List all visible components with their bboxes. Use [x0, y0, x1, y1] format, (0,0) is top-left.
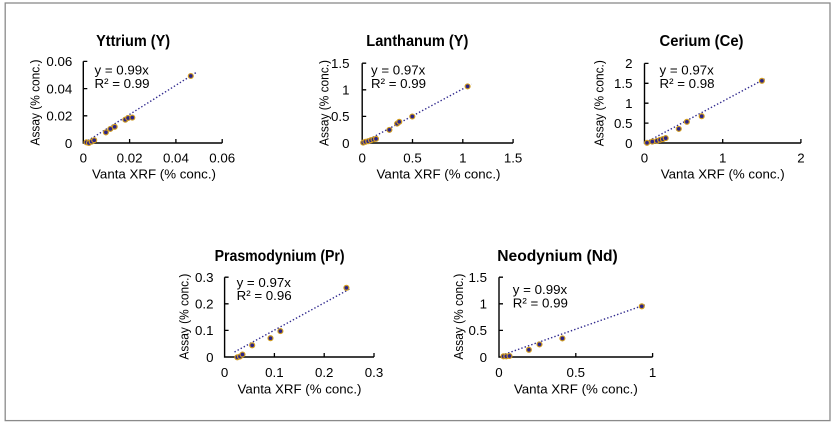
svg-text:Assay (% conc.): Assay (% conc.): [592, 60, 607, 146]
svg-text:2: 2: [797, 150, 804, 165]
svg-text:0: 0: [625, 136, 632, 151]
svg-text:0: 0: [480, 350, 487, 365]
svg-text:0.5: 0.5: [331, 109, 350, 124]
svg-text:R² = 0.99: R² = 0.99: [371, 76, 426, 91]
svg-text:0.06: 0.06: [46, 54, 72, 69]
svg-text:1.5: 1.5: [469, 270, 488, 285]
svg-text:Vanta XRF (% conc.): Vanta XRF (% conc.): [92, 166, 216, 181]
svg-text:0: 0: [342, 136, 349, 151]
svg-text:Vanta XRF (% conc.): Vanta XRF (% conc.): [514, 381, 638, 396]
svg-text:0.2: 0.2: [315, 365, 334, 380]
svg-text:0.2: 0.2: [195, 297, 214, 312]
svg-text:0: 0: [80, 150, 87, 165]
svg-text:0.1: 0.1: [195, 323, 214, 338]
svg-text:R² = 0.96: R² = 0.96: [237, 288, 292, 303]
svg-text:Vanta XRF (% conc.): Vanta XRF (% conc.): [661, 166, 785, 181]
svg-text:0.1: 0.1: [265, 365, 284, 380]
svg-text:1: 1: [459, 150, 466, 165]
svg-text:0.04: 0.04: [46, 81, 72, 96]
svg-text:0.06: 0.06: [209, 150, 235, 165]
svg-text:0.5: 0.5: [469, 323, 488, 338]
svg-text:Assay (% conc.): Assay (% conc.): [451, 274, 466, 360]
svg-text:R² = 0.98: R² = 0.98: [660, 76, 715, 91]
svg-text:1: 1: [625, 96, 632, 111]
svg-text:R² = 0.99: R² = 0.99: [513, 295, 568, 310]
svg-text:1: 1: [719, 150, 726, 165]
svg-text:1.5: 1.5: [614, 76, 633, 91]
svg-text:y = 0.97x: y = 0.97x: [660, 63, 715, 78]
svg-text:1: 1: [649, 365, 656, 380]
svg-text:y = 0.97x: y = 0.97x: [371, 63, 426, 78]
svg-text:Assay (% conc.): Assay (% conc.): [317, 60, 332, 146]
svg-text:0.3: 0.3: [195, 270, 214, 285]
svg-text:Neodynium (Nd): Neodynium (Nd): [497, 248, 618, 265]
svg-text:2: 2: [625, 56, 632, 71]
svg-text:0: 0: [65, 136, 72, 151]
svg-text:0: 0: [358, 150, 365, 165]
svg-text:0.02: 0.02: [46, 109, 72, 124]
svg-text:Cerium (Ce): Cerium (Ce): [660, 33, 744, 50]
svg-text:Vanta XRF (% conc.): Vanta XRF (% conc.): [377, 166, 501, 181]
svg-text:1.5: 1.5: [504, 150, 523, 165]
svg-text:Assay (% conc.): Assay (% conc.): [177, 274, 192, 360]
svg-text:1.5: 1.5: [331, 56, 350, 71]
svg-text:y = 0.97x: y = 0.97x: [237, 275, 292, 290]
svg-text:y = 0.99x: y = 0.99x: [513, 282, 568, 297]
svg-text:0.3: 0.3: [365, 365, 384, 380]
svg-text:0: 0: [206, 350, 213, 365]
svg-text:0.5: 0.5: [614, 116, 633, 131]
svg-text:0.04: 0.04: [163, 150, 189, 165]
svg-text:1: 1: [480, 297, 487, 312]
svg-text:0: 0: [221, 365, 228, 380]
svg-text:0.5: 0.5: [403, 150, 422, 165]
svg-text:1: 1: [342, 83, 349, 98]
svg-text:0: 0: [641, 150, 648, 165]
svg-text:Assay (% conc.): Assay (% conc.): [28, 60, 43, 146]
svg-text:0.02: 0.02: [117, 150, 143, 165]
svg-text:0.5: 0.5: [567, 365, 586, 380]
svg-text:y = 0.99x: y = 0.99x: [95, 63, 150, 78]
svg-text:R² = 0.99: R² = 0.99: [95, 76, 150, 91]
svg-text:Lanthanum (Y): Lanthanum (Y): [366, 33, 468, 50]
svg-text:Prasmodynium (Pr): Prasmodynium (Pr): [215, 248, 345, 265]
svg-text:0: 0: [495, 365, 502, 380]
svg-text:Vanta XRF (% conc.): Vanta XRF (% conc.): [238, 381, 362, 396]
svg-text:Yttrium (Y): Yttrium (Y): [96, 33, 170, 50]
